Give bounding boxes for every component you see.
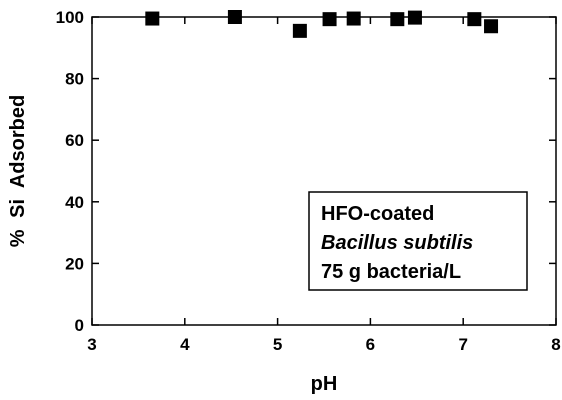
x-tick-label: 3 [87,335,96,354]
point [145,11,160,26]
annotation-line: 75 g bacteria/L [321,261,461,283]
y-tick-label: 40 [65,193,84,212]
point [467,12,482,27]
annotation-line: HFO-coated [321,203,434,225]
point [292,23,307,38]
x-tick-label: 4 [180,335,190,354]
point [407,10,422,25]
y-tick-label: 0 [75,316,84,335]
x-tick-label: 8 [551,335,560,354]
x-tick-label: 7 [458,335,467,354]
y-tick-label: 80 [65,70,84,89]
x-axis-title: pH [311,373,338,395]
point [484,19,499,34]
x-tick-label: 5 [273,335,282,354]
point [322,12,337,27]
x-tick-label: 6 [366,335,375,354]
point [227,10,242,24]
y-tick-label: 100 [56,8,84,27]
annotation-box [308,191,528,291]
point [390,12,405,27]
point [346,11,361,26]
y-tick-label: 60 [65,131,84,150]
y-tick-label: 20 [65,254,84,273]
annotation-line: Bacillus subtilis [321,232,473,254]
y-axis-title: % Si Adsorbed [7,95,29,247]
